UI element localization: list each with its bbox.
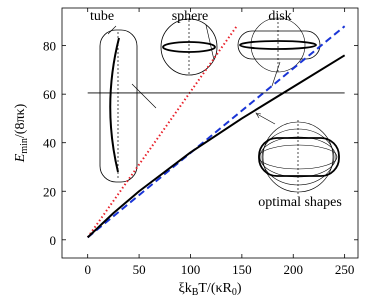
plot-frame: [61, 7, 359, 259]
x-tick-label: 0: [84, 262, 91, 277]
x-tick-label: 50: [133, 262, 146, 277]
x-label-part: ξk: [178, 281, 191, 296]
x-axis-label: ξkBT/(κR0): [178, 281, 241, 298]
series-line: [87, 25, 346, 239]
annotation: disk: [268, 9, 291, 24]
annotation: optimal shapes: [258, 195, 342, 210]
y-axis-label: Emin/(8πκ): [13, 103, 30, 163]
y-tick-label: 20: [43, 184, 56, 199]
y-tick-label: 80: [43, 39, 56, 54]
annotation: sphere: [172, 9, 209, 24]
x-tick-label: 200: [284, 262, 304, 277]
x-tick-label: 100: [181, 262, 201, 277]
x-tick-label: 250: [335, 262, 355, 277]
x-label-sub: B: [192, 287, 199, 298]
series-line: [86, 25, 238, 238]
y-tick-label: 0: [50, 233, 57, 248]
x-label-sub: 0: [232, 287, 237, 298]
annotation: tube: [90, 9, 114, 24]
y-label-part: E: [13, 153, 28, 163]
y-label-part: /(8πκ): [13, 103, 28, 138]
x-label-part: ): [237, 281, 242, 296]
insets: [99, 17, 340, 194]
x-label-part: T/(κR: [198, 281, 232, 296]
y-tick-label: 60: [43, 87, 56, 102]
y-tick-label: 40: [43, 136, 56, 151]
tube-inset: [99, 29, 138, 183]
x-tick-label: 150: [232, 262, 252, 277]
y-label-sub: min: [19, 138, 30, 154]
sphere-inset: [160, 18, 218, 76]
series-line: [87, 54, 346, 239]
